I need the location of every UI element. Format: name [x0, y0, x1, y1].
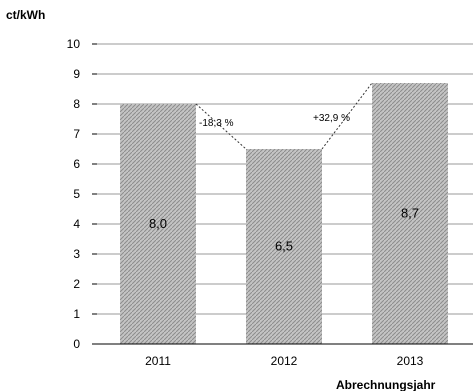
bar-2011 [120, 104, 196, 344]
y-tick-label: 9 [73, 67, 80, 81]
change-connector [321, 82, 373, 150]
y-unit-label: ct/kWh [6, 8, 45, 22]
y-tick-label: 10 [67, 37, 81, 51]
bar-2013 [372, 83, 448, 344]
x-tick-label: 2011 [145, 354, 171, 368]
x-axis-ticks: 2011 2012 2013 [145, 354, 424, 368]
value-label: 6,5 [275, 239, 293, 254]
bar-2012 [246, 149, 322, 344]
value-label: 8,0 [149, 216, 167, 231]
y-tick-label: 0 [73, 337, 80, 351]
bars [120, 83, 448, 344]
y-tick-label: 8 [73, 97, 80, 111]
change-annotation: -18,3 % [199, 118, 234, 129]
value-label: 8,7 [401, 206, 419, 221]
y-tick-label: 4 [73, 217, 80, 231]
change-connector [195, 103, 247, 150]
x-tick-label: 2012 [271, 354, 298, 368]
y-tick-label: 3 [73, 247, 80, 261]
change-connectors: -18,3 % +32,9 % [195, 82, 373, 150]
x-axis-title: Abrechnungsjahr [336, 378, 436, 391]
y-tick-label: 5 [73, 187, 80, 201]
y-tick-label: 6 [73, 157, 80, 171]
y-axis-ticks: 0 1 2 3 4 5 6 7 8 9 10 [67, 37, 97, 351]
y-tick-label: 7 [73, 127, 80, 141]
x-tick-label: 2013 [397, 354, 424, 368]
change-annotation: +32,9 % [313, 113, 350, 124]
y-tick-label: 1 [73, 307, 80, 321]
y-tick-label: 2 [73, 277, 80, 291]
value-labels: 8,0 6,5 8,7 [149, 206, 419, 254]
